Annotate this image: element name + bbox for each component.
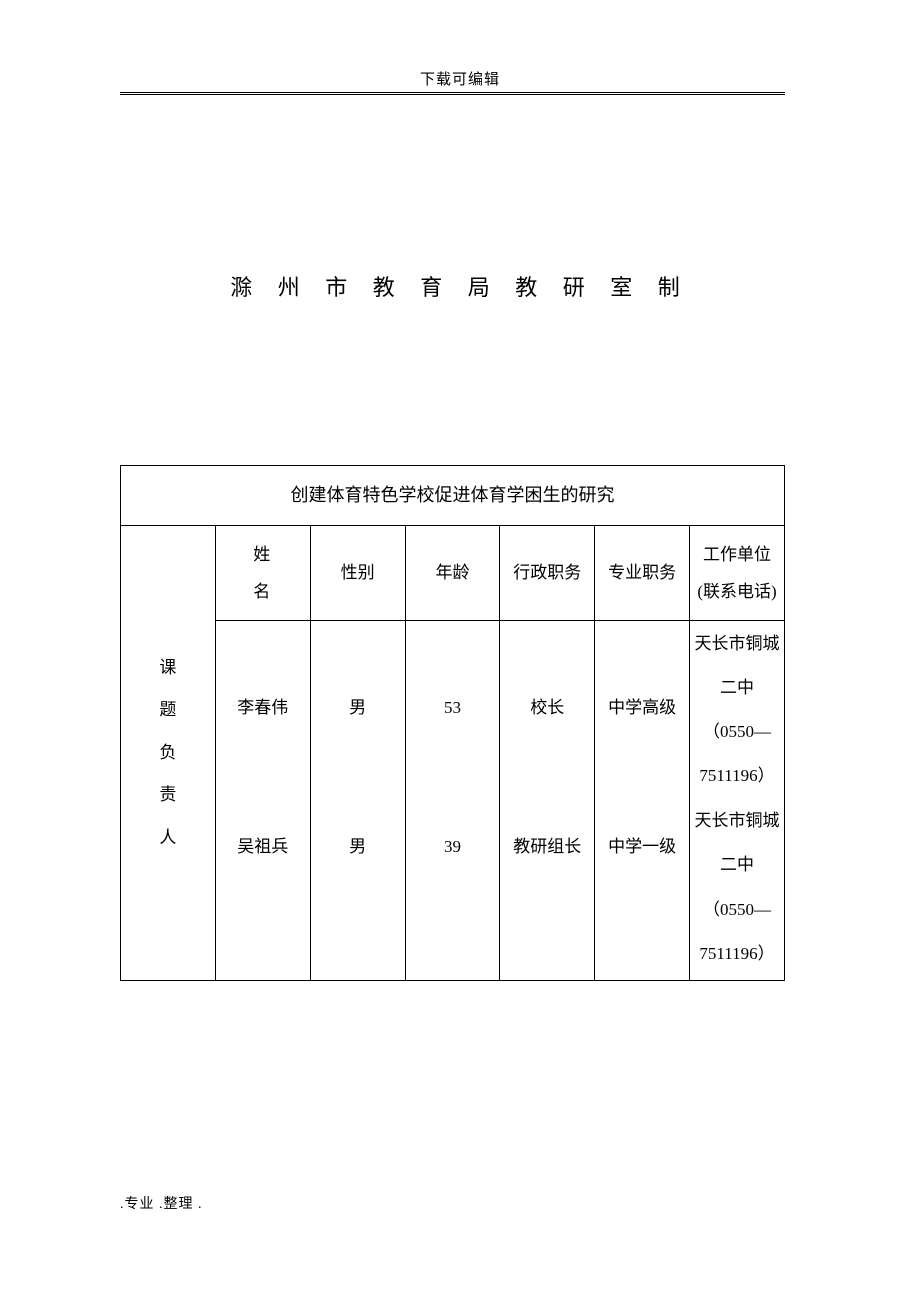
data-table: 创建体育特色学校促进体育学困生的研究 课题负责人 姓 名 性别 年龄 行政职务 … (120, 465, 785, 981)
column-header-protitle: 专业职务 (595, 526, 690, 621)
name-value-1: 李春伟 (220, 621, 306, 795)
protitle-cell: 中学高级 中学一级 (595, 621, 690, 981)
name-value-2: 吴祖兵 (220, 795, 306, 976)
gender-value-2: 男 (315, 795, 401, 976)
data-table-container: 创建体育特色学校促进体育学困生的研究 课题负责人 姓 名 性别 年龄 行政职务 … (120, 465, 785, 981)
protitle-value-1: 中学高级 (599, 621, 685, 795)
table-title-row: 创建体育特色学校促进体育学困生的研究 (121, 466, 785, 526)
age-value-1: 53 (410, 621, 496, 795)
position-value-1: 校长 (504, 621, 590, 795)
gender-value-1: 男 (315, 621, 401, 795)
position-value-2: 教研组长 (504, 795, 590, 976)
age-value-2: 39 (410, 795, 496, 976)
column-header-age: 年龄 (405, 526, 500, 621)
side-label-cell: 课题负责人 (121, 526, 216, 981)
gender-cell: 男 男 (310, 621, 405, 981)
table-header-row: 课题负责人 姓 名 性别 年龄 行政职务 专业职务 工作单位 (联系电话) (121, 526, 785, 621)
header-divider (120, 92, 785, 95)
column-header-unit: 工作单位 (联系电话) (690, 526, 785, 621)
column-header-position: 行政职务 (500, 526, 595, 621)
side-label-text: 课题负责人 (125, 647, 211, 860)
position-cell: 校长 教研组长 (500, 621, 595, 981)
header-text: 下载可编辑 (420, 68, 500, 89)
unit-value-1: 天长市铜城二中（0550—7511196） (694, 621, 780, 799)
column-header-gender: 性别 (310, 526, 405, 621)
age-cell: 53 39 (405, 621, 500, 981)
footer-text: .专业 .整理 . (120, 1193, 203, 1213)
table-data-row: 李春伟 吴祖兵 男 男 53 39 校长 教研组长 (121, 621, 785, 981)
unit-cell: 天长市铜城二中（0550—7511196） 天长市铜城二中（0550—75111… (690, 621, 785, 981)
unit-value-2: 天长市铜城二中（0550—7511196） (694, 799, 780, 976)
name-cell: 李春伟 吴祖兵 (215, 621, 310, 981)
protitle-value-2: 中学一级 (599, 795, 685, 976)
document-title: 滁 州 市 教 育 局 教 研 室 制 (230, 270, 690, 302)
column-header-name: 姓 名 (215, 526, 310, 621)
table-title-cell: 创建体育特色学校促进体育学困生的研究 (121, 466, 785, 526)
